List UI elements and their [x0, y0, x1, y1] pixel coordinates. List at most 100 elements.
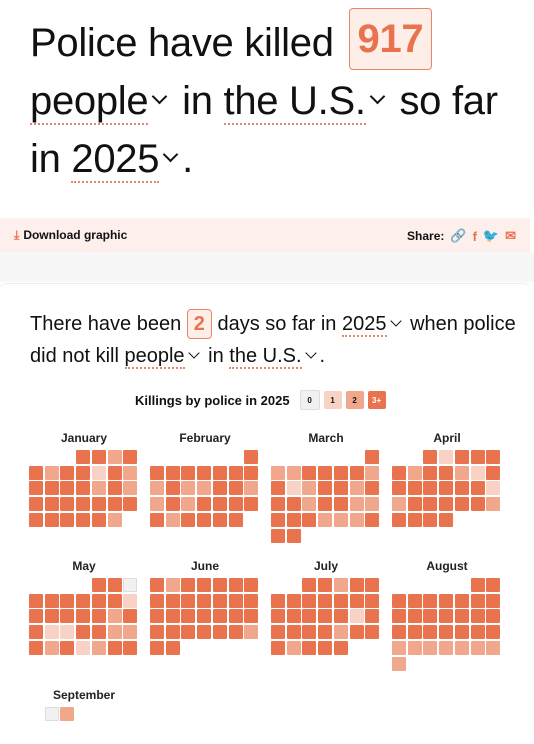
day-cell[interactable] [349, 625, 364, 640]
day-cell[interactable] [44, 465, 59, 480]
day-cell[interactable] [123, 593, 138, 608]
day-cell[interactable] [197, 512, 212, 527]
day-cell[interactable] [212, 625, 227, 640]
day-cell[interactable] [302, 593, 317, 608]
day-cell[interactable] [212, 609, 227, 624]
day-cell[interactable] [286, 465, 301, 480]
day-cell[interactable] [349, 497, 364, 512]
day-cell[interactable] [76, 640, 91, 655]
day-cell[interactable] [150, 465, 164, 480]
day-cell[interactable] [244, 450, 259, 464]
day-cell[interactable] [302, 578, 317, 592]
day-cell[interactable] [407, 512, 422, 527]
day-cell[interactable] [423, 609, 438, 624]
day-cell[interactable] [271, 497, 285, 512]
day-cell[interactable] [286, 481, 301, 496]
day-cell[interactable] [150, 593, 164, 608]
day-cell[interactable] [318, 512, 333, 527]
day-cell[interactable] [60, 593, 75, 608]
day-cell[interactable] [486, 497, 501, 512]
day-cell[interactable] [107, 497, 122, 512]
day-cell[interactable] [470, 497, 485, 512]
day-cell[interactable] [228, 609, 243, 624]
day-cell[interactable] [150, 481, 164, 496]
day-cell[interactable] [123, 609, 138, 624]
day-cell[interactable] [60, 465, 75, 480]
day-cell[interactable] [150, 578, 164, 592]
day-cell[interactable] [165, 609, 180, 624]
day-cell[interactable] [365, 465, 380, 480]
day-cell[interactable] [60, 707, 75, 721]
day-cell[interactable] [486, 481, 501, 496]
day-cell[interactable] [365, 609, 380, 624]
chevron-down-icon[interactable] [304, 347, 317, 359]
day-cell[interactable] [228, 512, 243, 527]
day-cell[interactable] [44, 707, 59, 721]
day-cell[interactable] [286, 528, 301, 543]
day-cell[interactable] [76, 450, 91, 464]
day-cell[interactable] [333, 625, 348, 640]
day-cell[interactable] [91, 481, 106, 496]
day-cell[interactable] [244, 497, 259, 512]
day-cell[interactable] [123, 625, 138, 640]
day-cell[interactable] [486, 609, 501, 624]
day-cell[interactable] [286, 640, 301, 655]
day-cell[interactable] [318, 481, 333, 496]
day-cell[interactable] [91, 512, 106, 527]
day-cell[interactable] [407, 593, 422, 608]
day-cell[interactable] [181, 497, 196, 512]
day-cell[interactable] [165, 512, 180, 527]
day-cell[interactable] [333, 481, 348, 496]
email-icon[interactable]: ✉ [505, 228, 516, 243]
day-cell[interactable] [29, 512, 43, 527]
day-cell[interactable] [318, 625, 333, 640]
day-cell[interactable] [454, 609, 469, 624]
day-cell[interactable] [392, 640, 406, 655]
day-cell[interactable] [29, 640, 43, 655]
day-cell[interactable] [44, 593, 59, 608]
day-cell[interactable] [107, 481, 122, 496]
day-cell[interactable] [197, 481, 212, 496]
day-cell[interactable] [123, 578, 138, 592]
day-cell[interactable] [407, 625, 422, 640]
day-cell[interactable] [333, 578, 348, 592]
day-cell[interactable] [439, 593, 454, 608]
day-cell[interactable] [365, 578, 380, 592]
day-cell[interactable] [271, 640, 285, 655]
day-cell[interactable] [29, 481, 43, 496]
facebook-icon[interactable]: f [472, 228, 477, 244]
day-cell[interactable] [454, 450, 469, 464]
day-cell[interactable] [470, 593, 485, 608]
day-cell[interactable] [286, 625, 301, 640]
day-cell[interactable] [150, 625, 164, 640]
day-cell[interactable] [91, 497, 106, 512]
day-cell[interactable] [165, 593, 180, 608]
day-cell[interactable] [244, 578, 259, 592]
day-cell[interactable] [197, 578, 212, 592]
day-cell[interactable] [60, 625, 75, 640]
day-cell[interactable] [365, 593, 380, 608]
day-cell[interactable] [349, 465, 364, 480]
day-cell[interactable] [123, 481, 138, 496]
day-cell[interactable] [365, 512, 380, 527]
day-cell[interactable] [407, 640, 422, 655]
day-cell[interactable] [197, 593, 212, 608]
day-cell[interactable] [244, 609, 259, 624]
day-cell[interactable] [318, 609, 333, 624]
day-cell[interactable] [181, 609, 196, 624]
day-cell[interactable] [107, 640, 122, 655]
day-cell[interactable] [123, 640, 138, 655]
day-cell[interactable] [197, 465, 212, 480]
day-cell[interactable] [286, 609, 301, 624]
day-cell[interactable] [44, 625, 59, 640]
day-cell[interactable] [470, 481, 485, 496]
day-cell[interactable] [181, 481, 196, 496]
day-cell[interactable] [44, 640, 59, 655]
day-cell[interactable] [212, 481, 227, 496]
day-cell[interactable] [107, 593, 122, 608]
day-cell[interactable] [228, 625, 243, 640]
twitter-icon[interactable]: 🐦 [482, 228, 500, 243]
day-cell[interactable] [244, 593, 259, 608]
day-cell[interactable] [486, 465, 501, 480]
day-cell[interactable] [302, 640, 317, 655]
